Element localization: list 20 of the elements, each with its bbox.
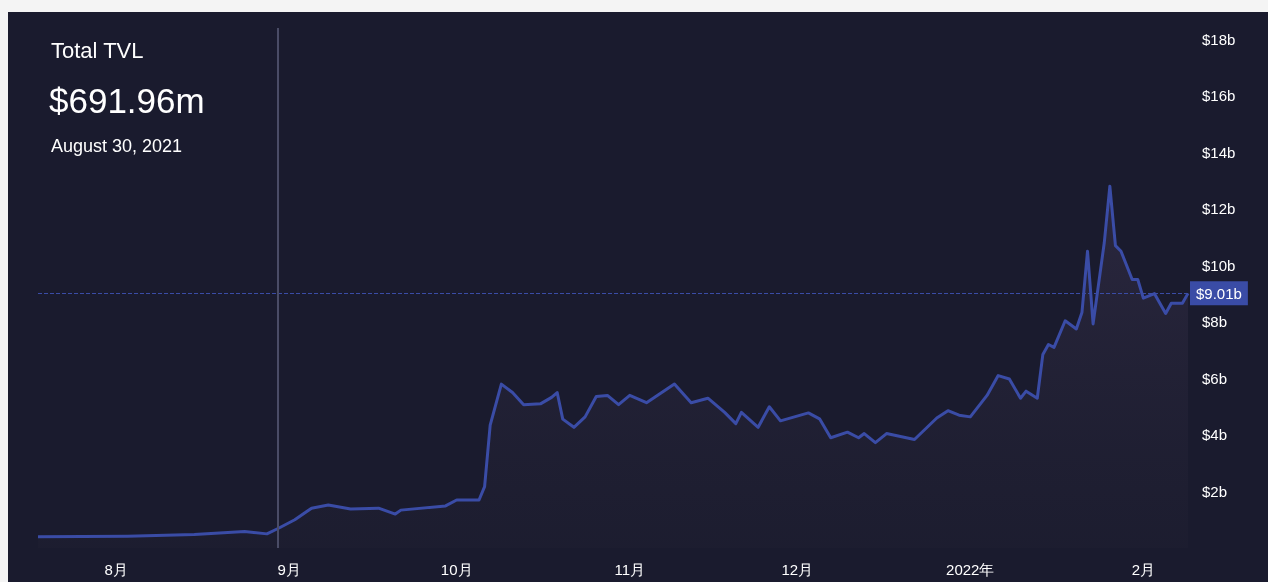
x-tick-label: 9月 xyxy=(277,561,301,578)
x-tick-label: 12月 xyxy=(781,561,814,578)
y-tick-label: $12b xyxy=(1202,200,1236,218)
y-tick-label: $18b xyxy=(1202,30,1236,48)
x-tick-label: 2月 xyxy=(1131,561,1156,578)
x-tick-label: 8月 xyxy=(104,561,128,578)
x-tick-label: 11月 xyxy=(614,561,646,578)
ref-line-label: $9.01b xyxy=(1196,284,1242,302)
y-tick-label: $10b xyxy=(1202,256,1236,274)
y-tick-label: $2b xyxy=(1202,482,1228,500)
y-tick-label: $6b xyxy=(1202,369,1228,387)
y-tick-label: $16b xyxy=(1202,87,1236,105)
annotation: August 30, 2021 xyxy=(51,136,183,156)
text: $691.96m xyxy=(49,81,205,120)
y-tick-label: $14b xyxy=(1202,143,1236,161)
chart-title: Total TVL xyxy=(51,37,144,63)
x-tick-label: 2022年 xyxy=(946,561,995,578)
x-tick-label: 10月 xyxy=(440,561,473,578)
y-tick-label: $4b xyxy=(1202,426,1228,444)
y-tick-label: $8b xyxy=(1202,313,1228,331)
